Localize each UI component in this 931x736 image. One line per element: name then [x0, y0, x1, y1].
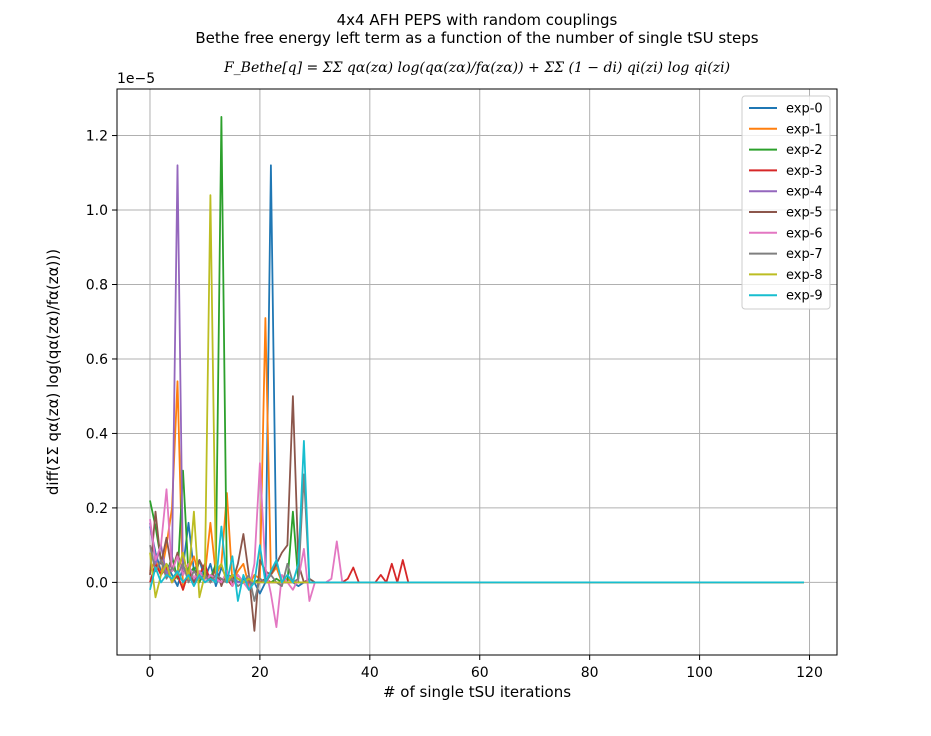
y-tick-label: 1.0	[86, 203, 108, 219]
x-tick-label: 60	[471, 665, 489, 681]
series-line-exp-9	[149, 440, 804, 602]
series-line-exp-8	[149, 194, 804, 599]
plot-area	[117, 89, 837, 655]
y-tick-label: 0.8	[86, 277, 108, 293]
legend-label-exp-4: exp-4	[786, 185, 823, 200]
y-offset-label: 1e−5	[117, 71, 155, 87]
chart-formula-title: F_Bethe[q] = ΣΣ qα(zα) log(qα(zα)/fα(zα)…	[223, 60, 730, 76]
y-tick-label: 0.4	[86, 426, 108, 442]
legend-label-exp-1: exp-1	[786, 122, 823, 137]
y-tick-label: 0.2	[86, 501, 108, 517]
tick-layer: 0 20 40 60 80 100 120 0.0 0.2 0.4 0.6 0.8 1.0 1.2	[86, 129, 823, 681]
x-axis-label: # of single tSU iterations	[383, 683, 571, 701]
legend-label-exp-7: exp-7	[786, 247, 823, 262]
chart-title-line-1: 4x4 AFH PEPS with random couplings	[337, 11, 618, 29]
x-tick-label: 40	[361, 665, 379, 681]
x-tick-label: 20	[251, 665, 269, 681]
legend-label-exp-6: exp-6	[786, 226, 823, 241]
legend-label-exp-0: exp-0	[786, 102, 823, 117]
legend-label-exp-5: exp-5	[786, 206, 823, 221]
legend: exp-0 exp-1 exp-2 exp-3 exp-4 exp-5 exp-6 exp-7…	[741, 95, 831, 310]
legend-label-exp-3: exp-3	[786, 164, 823, 179]
y-axis-label: diff(ΣΣ qα(zα) log(qα(zα)/fα(zα)))	[44, 249, 62, 495]
plot-frame	[116, 88, 838, 656]
legend-label-exp-8: exp-8	[786, 268, 823, 283]
y-tick-label: 0.0	[86, 575, 108, 591]
legend-label-exp-2: exp-2	[786, 143, 823, 158]
y-tick-label: 0.6	[86, 352, 108, 368]
x-tick-label: 100	[686, 665, 713, 681]
legend-label-exp-9: exp-9	[786, 289, 823, 304]
x-tick-label: 120	[796, 665, 823, 681]
chart-title-line-2: Bethe free energy left term as a functio…	[195, 29, 758, 47]
x-tick-label: 0	[146, 665, 155, 681]
y-tick-label: 1.2	[86, 129, 108, 145]
series-layer	[149, 116, 804, 632]
x-tick-label: 80	[581, 665, 599, 681]
